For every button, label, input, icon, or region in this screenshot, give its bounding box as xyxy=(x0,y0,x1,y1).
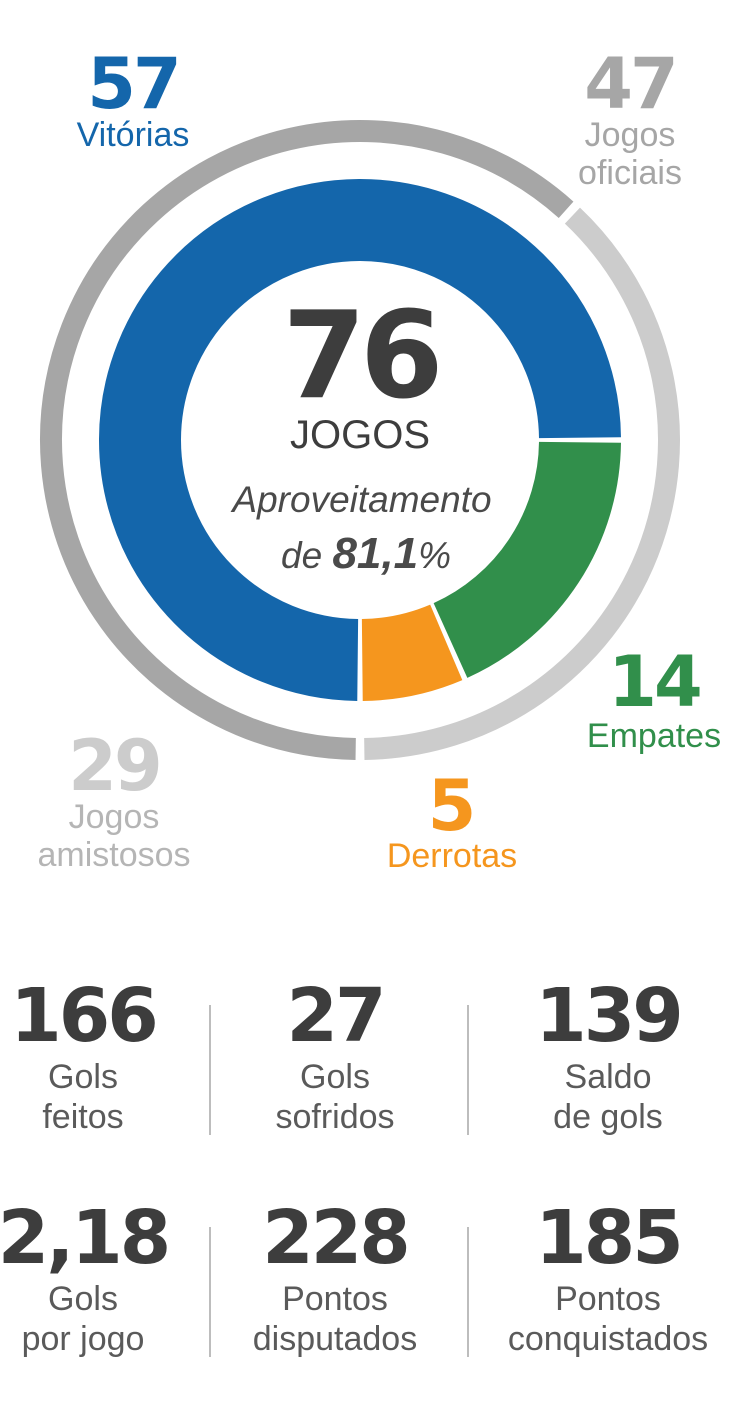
label-empates-value: 14 xyxy=(608,641,700,723)
stat-label-line2: sofridos xyxy=(275,1098,395,1136)
divider xyxy=(467,1227,469,1357)
center-total: 76 xyxy=(283,287,438,426)
stat-gols-por-jogo: 2,18 Gols por jogo xyxy=(0,1197,198,1359)
center-rate-suffix: % xyxy=(418,535,451,576)
slice-jogos-amistosos xyxy=(364,207,680,760)
stat-label-line2: conquistados xyxy=(507,1320,709,1358)
center-line2: de 81,1% xyxy=(281,529,451,578)
center-total-label: JOGOS xyxy=(290,413,430,457)
inner-ring xyxy=(99,179,621,701)
center-line2-prefix: de xyxy=(281,535,332,576)
slice-jogos-oficiais xyxy=(40,120,574,760)
label-amistosos-line1: Jogos xyxy=(69,798,160,836)
stat-value: 27 xyxy=(286,973,387,1059)
center-line1: Aproveitamento xyxy=(230,479,491,520)
stat-label-line1: Gols xyxy=(48,1280,118,1318)
outer-ring xyxy=(40,120,680,760)
stat-label-line2: disputados xyxy=(252,1320,418,1358)
stats-grid: 166 Gols feitos 27 Gols sofridos 139 Sal… xyxy=(0,975,730,1395)
stat-value: 139 xyxy=(535,973,683,1059)
center-rate-value: 81,1 xyxy=(332,529,418,578)
stat-value: 2,18 xyxy=(0,1195,171,1281)
stat-label-line2: feitos xyxy=(42,1098,124,1136)
stat-label-line2: de gols xyxy=(553,1098,663,1136)
stat-label-line2: por jogo xyxy=(21,1320,145,1358)
stat-label-line1: Gols xyxy=(48,1058,118,1096)
label-derrotas-value: 5 xyxy=(428,765,477,847)
stat-label-line1: Pontos xyxy=(282,1280,388,1318)
divider xyxy=(209,1227,211,1357)
stat-value: 166 xyxy=(10,973,158,1059)
slice-vitorias xyxy=(99,179,621,701)
slice-derrotas xyxy=(360,604,463,701)
divider xyxy=(467,1005,469,1135)
stat-gols-feitos: 166 Gols feitos xyxy=(0,975,198,1137)
label-oficiais-line1: Jogos xyxy=(585,116,676,154)
label-derrotas-name: Derrotas xyxy=(387,837,517,875)
label-amistosos-value: 29 xyxy=(68,725,159,807)
stat-pontos-disputados: 228 Pontos disputados xyxy=(220,1197,450,1359)
label-oficiais-value: 47 xyxy=(584,43,675,125)
stat-saldo-de-gols: 139 Saldo de gols xyxy=(493,975,723,1137)
stat-label-line1: Pontos xyxy=(555,1280,661,1318)
stat-gols-sofridos: 27 Gols sofridos xyxy=(220,975,450,1137)
label-vitorias-name: Vitórias xyxy=(77,116,190,154)
stat-value: 185 xyxy=(535,1195,683,1281)
stat-value: 228 xyxy=(262,1195,410,1281)
donut-chart: 76 JOGOS Aproveitamento de 81,1% 57 Vitó… xyxy=(37,43,721,875)
stat-label-line1: Gols xyxy=(300,1058,370,1096)
stat-label-line1: Saldo xyxy=(564,1058,652,1096)
label-vitorias-value: 57 xyxy=(87,43,178,125)
stat-pontos-conquistados: 185 Pontos conquistados xyxy=(493,1197,723,1359)
label-oficiais-line2: oficiais xyxy=(578,154,682,192)
label-amistosos-line2: amistosos xyxy=(37,836,190,874)
label-empates-name: Empates xyxy=(587,717,721,755)
slice-empates xyxy=(432,440,621,678)
divider xyxy=(209,1005,211,1135)
